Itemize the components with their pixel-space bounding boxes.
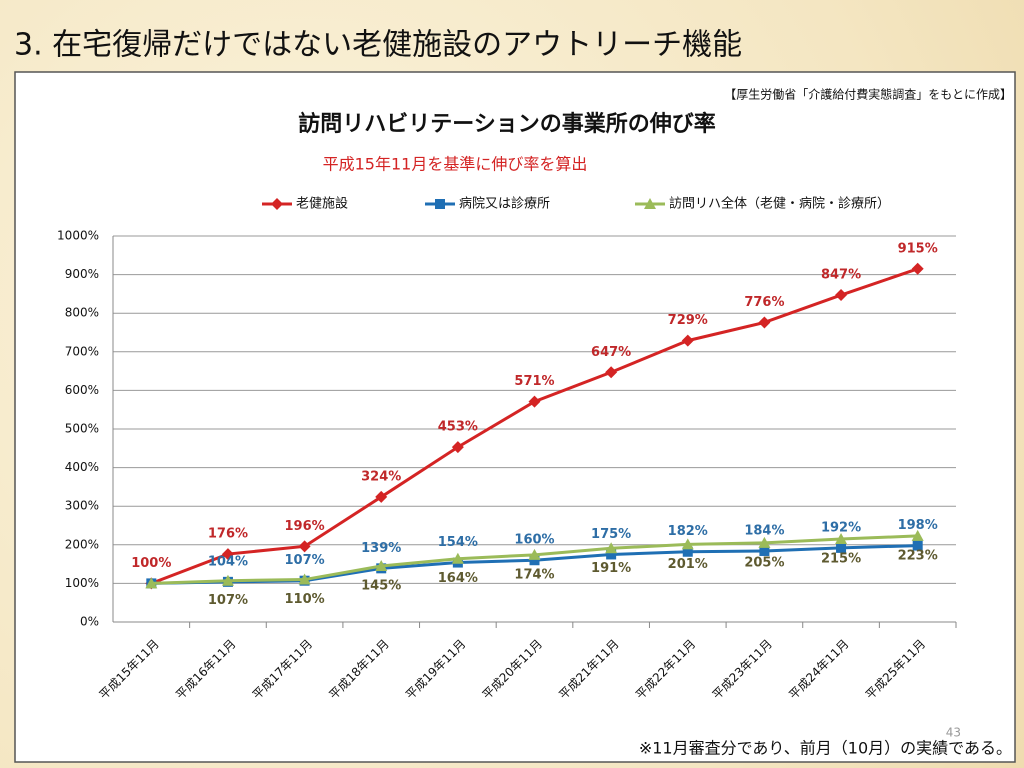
data-label: 176% — [208, 527, 248, 542]
data-label: 145% — [361, 579, 401, 594]
y-tick-label: 800% — [65, 306, 99, 320]
chart-frame — [14, 71, 1016, 763]
legend-marker — [644, 198, 656, 209]
marker — [298, 573, 311, 585]
data-label: 729% — [668, 313, 708, 328]
marker — [681, 334, 694, 347]
marker — [758, 316, 771, 329]
data-label: 107% — [208, 593, 248, 608]
data-label: 175% — [591, 527, 631, 542]
data-label: 915% — [898, 241, 938, 256]
marker — [836, 542, 847, 553]
y-tick-label: 900% — [65, 267, 99, 281]
y-tick-label: 1000% — [57, 229, 99, 243]
source-note: 【厚生労働省「介護給付費実態調査」をもとに作成】 — [724, 87, 1012, 102]
y-tick-label: 400% — [65, 460, 99, 474]
legend-label: 病院又は診療所 — [459, 196, 550, 212]
marker — [298, 540, 311, 553]
marker — [528, 395, 541, 408]
data-label: 154% — [438, 535, 478, 550]
marker — [911, 262, 924, 275]
data-label: 453% — [438, 420, 478, 435]
data-label: 182% — [668, 524, 708, 539]
marker — [221, 548, 234, 561]
marker — [605, 366, 618, 379]
data-label: 191% — [591, 561, 631, 576]
marker — [221, 574, 234, 586]
data-label: 160% — [514, 533, 554, 548]
data-label: 215% — [821, 552, 861, 567]
marker — [835, 533, 848, 545]
marker — [681, 538, 694, 550]
data-label: 647% — [591, 345, 631, 360]
chart-subtitle: 平成15年11月を基準に伸び率を算出 — [323, 155, 588, 174]
legend-marker — [271, 198, 283, 210]
data-label: 776% — [744, 295, 784, 310]
data-label: 196% — [285, 519, 325, 534]
marker — [682, 546, 693, 557]
marker — [912, 540, 923, 551]
marker — [911, 529, 924, 541]
legend-label: 老健施設 — [296, 196, 348, 212]
data-label: 104% — [208, 554, 248, 569]
marker — [835, 289, 848, 302]
data-label: 192% — [821, 520, 861, 535]
data-label: 107% — [285, 553, 325, 568]
data-label: 198% — [898, 518, 938, 533]
legend-label: 訪問リハ全体（老健・病院・診療所） — [669, 196, 890, 212]
data-label: 223% — [898, 548, 938, 563]
data-label: 174% — [514, 567, 554, 582]
data-label: 324% — [361, 469, 401, 484]
data-label: 164% — [438, 571, 478, 586]
marker — [145, 577, 158, 589]
data-label: 184% — [744, 523, 784, 538]
y-tick-label: 700% — [65, 344, 99, 358]
data-label: 110% — [285, 592, 325, 607]
y-tick-label: 0% — [80, 615, 99, 629]
marker — [758, 536, 771, 548]
data-label: 205% — [744, 555, 784, 570]
legend-marker — [435, 199, 445, 209]
y-tick-label: 100% — [65, 576, 99, 590]
chart-title: 訪問リハビリテーションの事業所の伸び率 — [298, 111, 716, 137]
y-tick-label: 200% — [65, 537, 99, 551]
data-label: 571% — [514, 374, 554, 389]
marker — [605, 542, 618, 554]
data-label: 139% — [361, 541, 401, 556]
marker — [375, 490, 388, 503]
marker — [529, 555, 540, 566]
marker — [451, 441, 464, 454]
data-label: 201% — [668, 557, 708, 572]
y-tick-label: 300% — [65, 499, 99, 513]
data-label: 100% — [131, 556, 171, 571]
footnote: ※11月審査分であり、前月（10月）の実績である。 — [639, 739, 1012, 758]
marker — [528, 548, 541, 560]
data-label: 847% — [821, 268, 861, 283]
marker — [606, 549, 617, 560]
slide-title: 3. 在宅復帰だけではない老健施設のアウトリーチ機能 — [14, 28, 742, 63]
marker — [451, 552, 464, 564]
page-number: 43 — [946, 726, 961, 740]
y-tick-label: 500% — [65, 422, 99, 436]
y-tick-label: 600% — [65, 383, 99, 397]
marker — [375, 560, 388, 572]
marker — [759, 545, 770, 556]
